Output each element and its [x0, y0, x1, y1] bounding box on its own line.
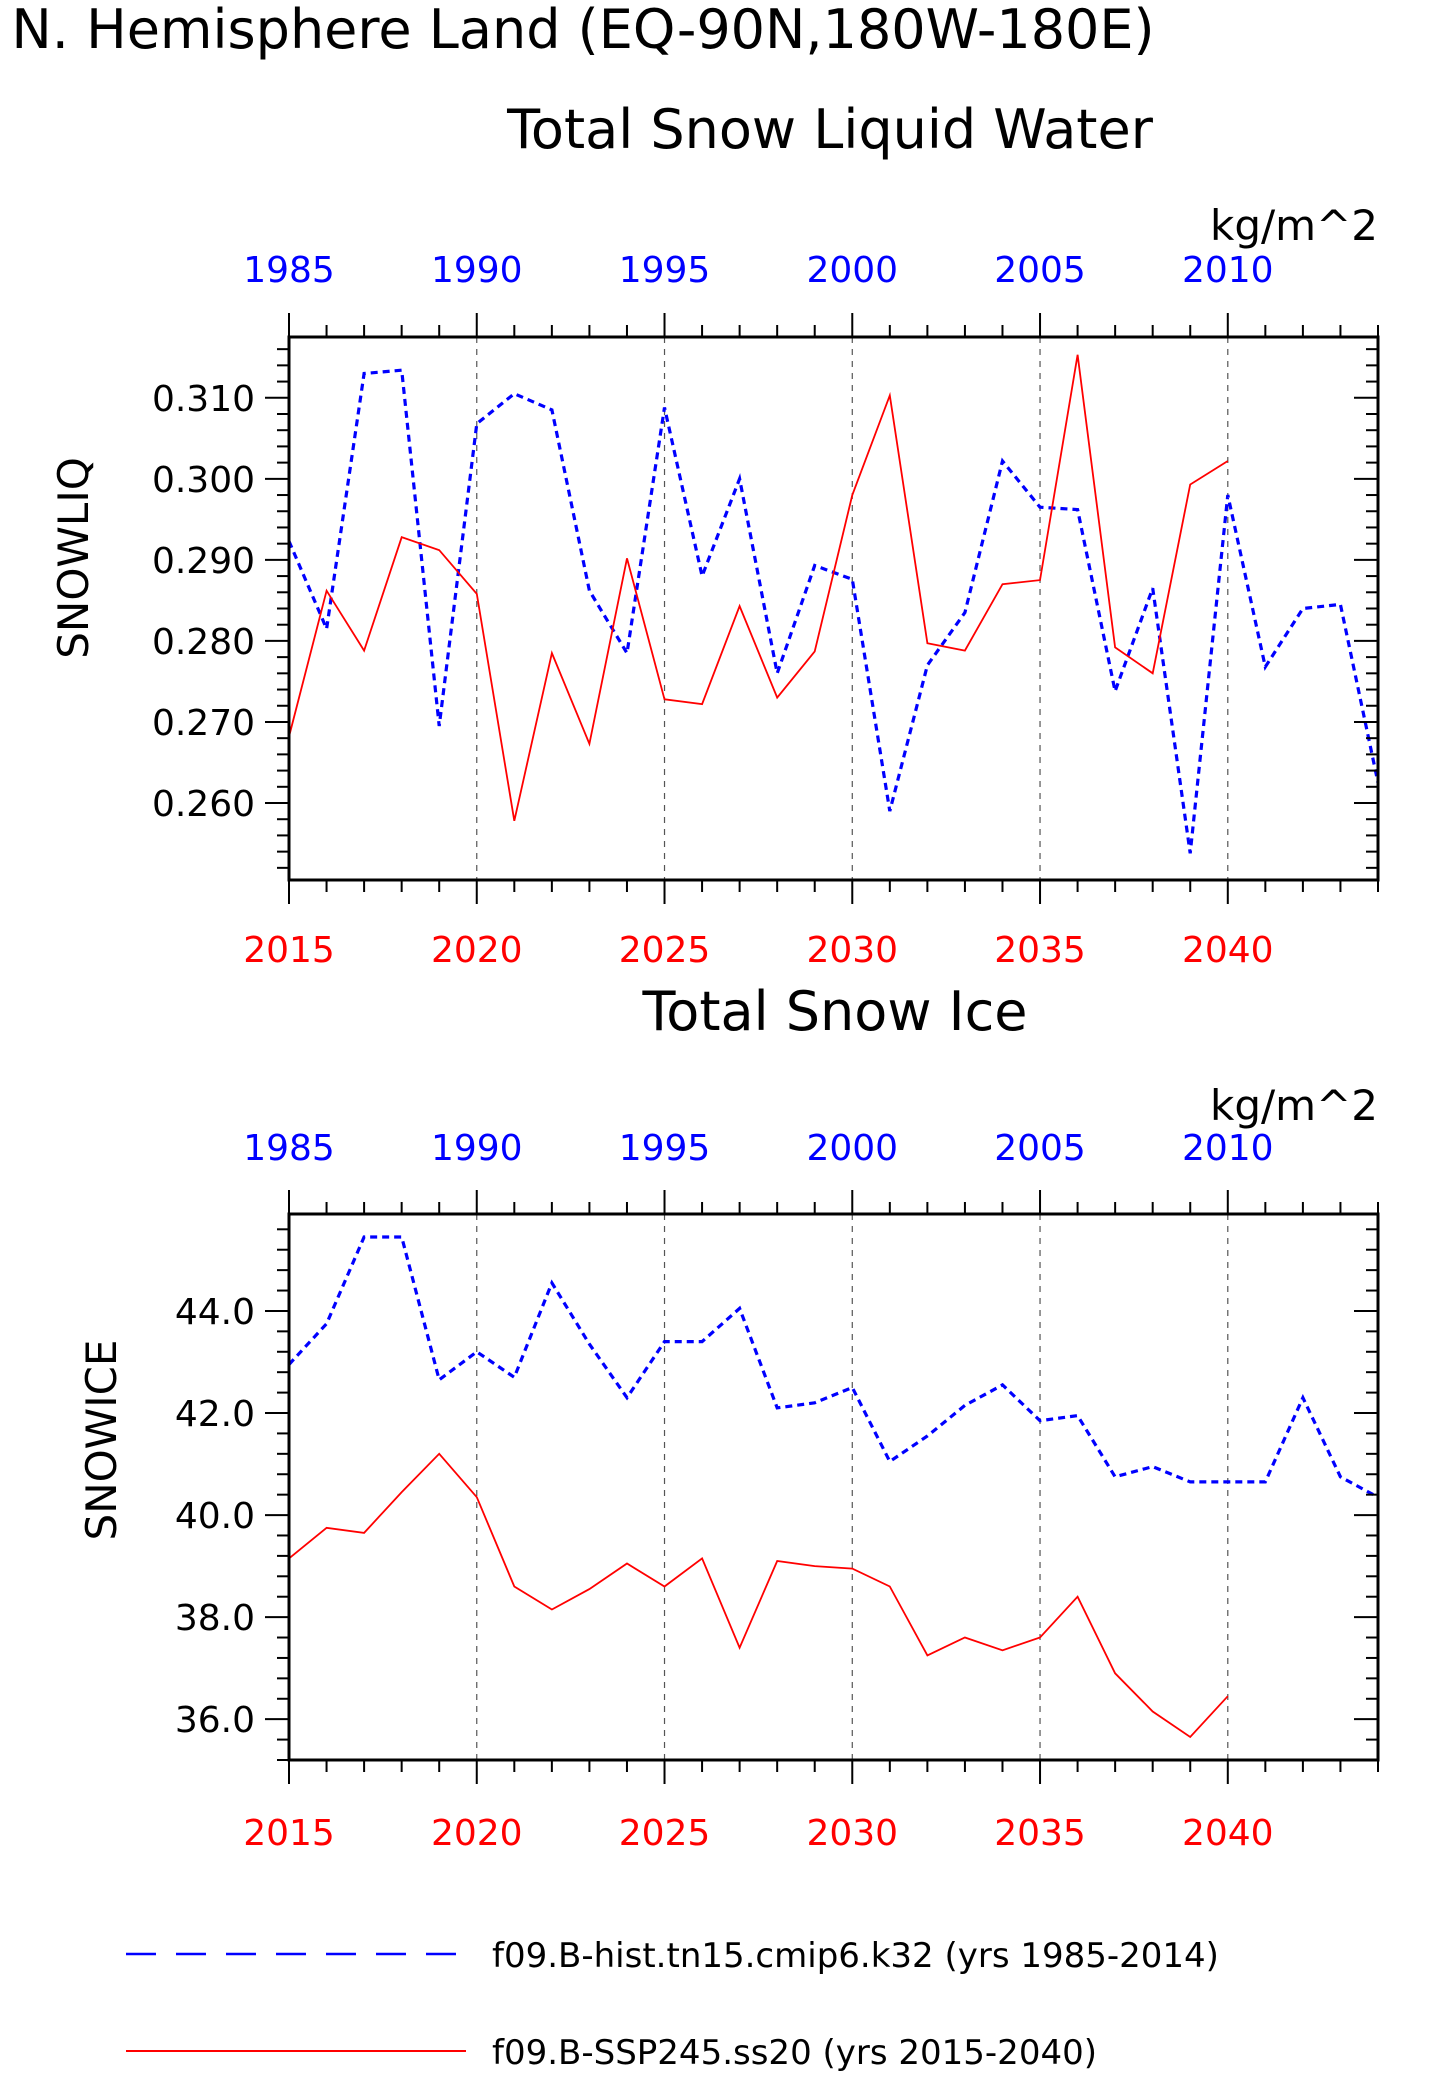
top-axis-label-2000: 2000 — [806, 250, 898, 291]
top-axis-label-1995: 1995 — [619, 1128, 711, 1169]
top-axis-label-2000: 2000 — [806, 1128, 898, 1169]
bottom-axis-label-2030: 2030 — [806, 930, 898, 971]
y-tick-label-0.270: 0.270 — [152, 703, 255, 744]
legend: f09.B-hist.tn15.cmip6.k32 (yrs 1985-2014… — [126, 1936, 1219, 2073]
bottom-axis-label-2025: 2025 — [619, 930, 711, 971]
y-tick-label-0.280: 0.280 — [152, 622, 255, 663]
top-axis-label-2005: 2005 — [994, 1128, 1086, 1169]
bottom-axis-label-2035: 2035 — [994, 1813, 1086, 1854]
bottom-axis-label-2040: 2040 — [1182, 1813, 1274, 1854]
y-tick-label-40.0: 40.0 — [175, 1496, 255, 1537]
hist-series-line — [289, 1237, 1378, 1497]
bottom-axis-label-2030: 2030 — [806, 1813, 898, 1854]
bottom-axis-label-2015: 2015 — [243, 930, 335, 971]
snowliq-chart: 1985 1990 1995 2000 2005 2010 2015 2020 2025 2030… — [152, 250, 1378, 971]
y-tick-label-36.0: 36.0 — [175, 1700, 255, 1741]
hist-series-line — [289, 370, 1378, 853]
legend-hist-label: f09.B-hist.tn15.cmip6.k32 (yrs 1985-2014… — [492, 1936, 1219, 1976]
bottom-axis-label-2020: 2020 — [431, 1813, 523, 1854]
panel2-title: Total Snow Ice — [642, 980, 1028, 1043]
figure-title: N. Hemisphere Land (EQ-90N,180W-180E) — [11, 0, 1154, 61]
y-tick-label-0.260: 0.260 — [152, 784, 255, 825]
y-tick-label-0.310: 0.310 — [152, 379, 255, 420]
panel2-ylabel: SNOWICE — [77, 1340, 126, 1541]
ssp-series-line — [289, 355, 1228, 821]
panel2-units: kg/m^2 — [1210, 1081, 1378, 1130]
y-tick-label-44.0: 44.0 — [175, 1292, 255, 1333]
top-axis-label-2005: 2005 — [994, 250, 1086, 291]
top-axis-label-1985: 1985 — [243, 250, 335, 291]
panel1-title: Total Snow Liquid Water — [506, 98, 1154, 161]
top-axis-label-1995: 1995 — [619, 250, 711, 291]
y-tick-label-0.290: 0.290 — [152, 541, 255, 582]
y-tick-label-42.0: 42.0 — [175, 1394, 255, 1435]
panel1-units: kg/m^2 — [1210, 201, 1378, 250]
top-axis-label-1985: 1985 — [243, 1128, 335, 1169]
panel1-ylabel: SNOWLIQ — [49, 457, 98, 659]
ssp-series-line — [289, 1454, 1228, 1737]
bottom-axis-label-2040: 2040 — [1182, 930, 1274, 971]
snowice-chart: 1985 1990 1995 2000 2005 2010 2015 2020 2025 2030… — [175, 1128, 1378, 1854]
y-tick-label-38.0: 38.0 — [175, 1598, 255, 1639]
top-axis-label-2010: 2010 — [1182, 1128, 1274, 1169]
top-axis-label-1990: 1990 — [431, 1128, 523, 1169]
top-axis-label-2010: 2010 — [1182, 250, 1274, 291]
bottom-axis-label-2015: 2015 — [243, 1813, 335, 1854]
bottom-axis-label-2035: 2035 — [994, 930, 1086, 971]
y-tick-label-0.300: 0.300 — [152, 460, 255, 501]
bottom-axis-label-2025: 2025 — [619, 1813, 711, 1854]
bottom-axis-label-2020: 2020 — [431, 930, 523, 971]
legend-ssp-label: f09.B-SSP245.ss20 (yrs 2015-2040) — [492, 2033, 1097, 2073]
plot-frame — [289, 1214, 1378, 1760]
top-axis-label-1990: 1990 — [431, 250, 523, 291]
